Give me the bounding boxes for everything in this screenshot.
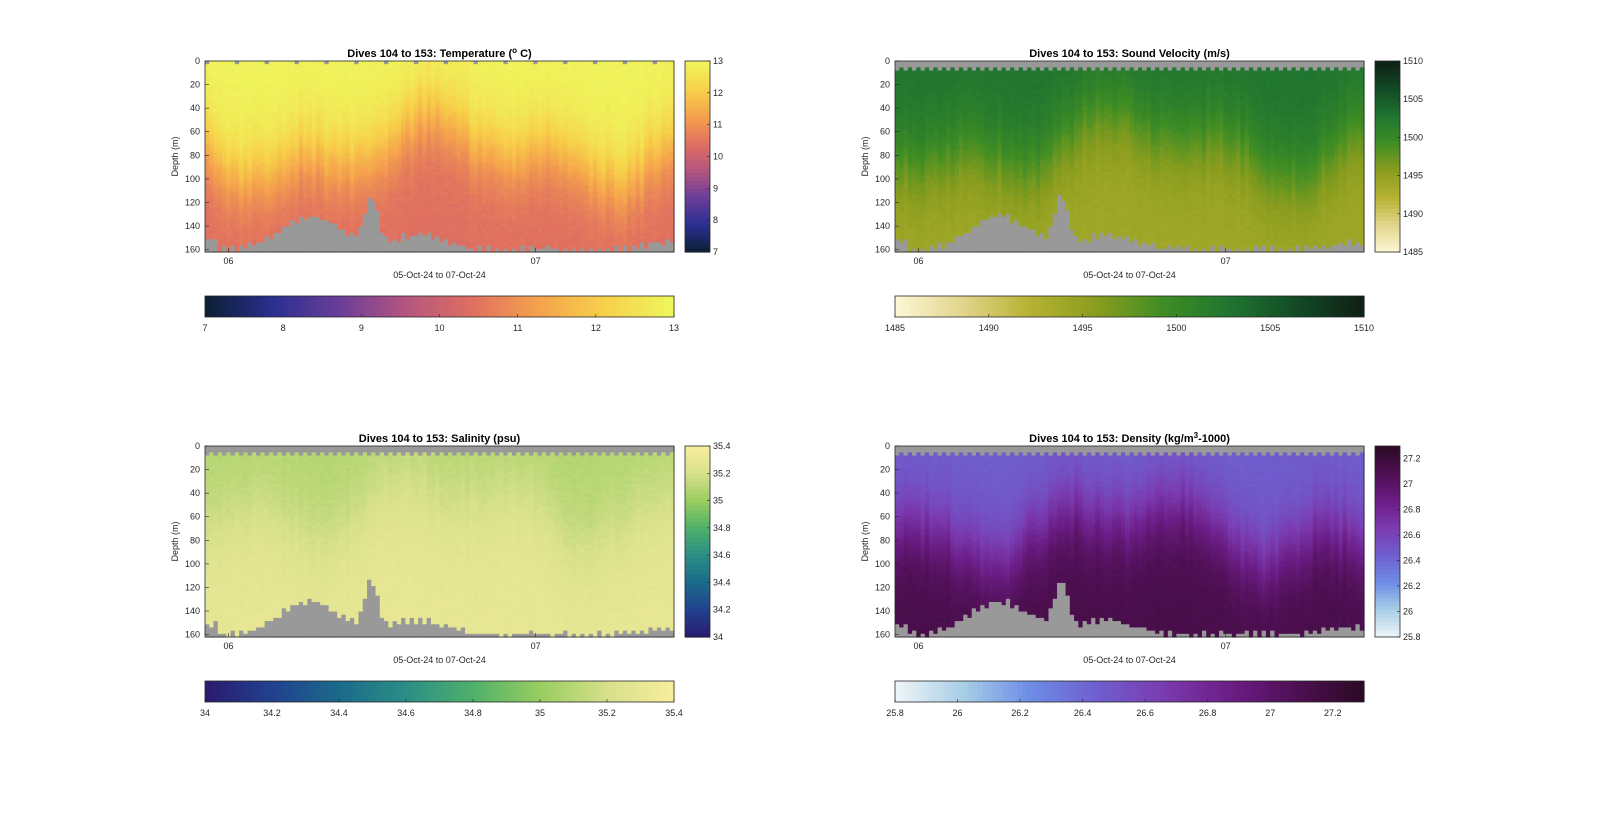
heatmap-cells (205, 61, 675, 253)
